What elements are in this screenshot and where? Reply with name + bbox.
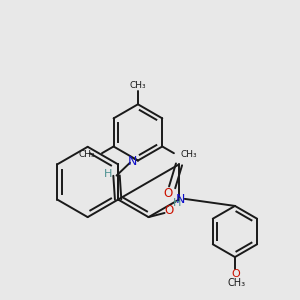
Text: N: N <box>128 155 137 168</box>
Text: CH₃: CH₃ <box>181 150 198 159</box>
Text: O: O <box>165 204 174 217</box>
Text: N: N <box>176 193 185 206</box>
Text: CH₃: CH₃ <box>78 150 95 159</box>
Text: O: O <box>232 269 241 279</box>
Text: O: O <box>164 187 173 200</box>
Text: CH₃: CH₃ <box>130 81 146 90</box>
Text: H: H <box>172 198 181 208</box>
Text: H: H <box>104 169 113 179</box>
Text: CH₃: CH₃ <box>227 278 246 288</box>
